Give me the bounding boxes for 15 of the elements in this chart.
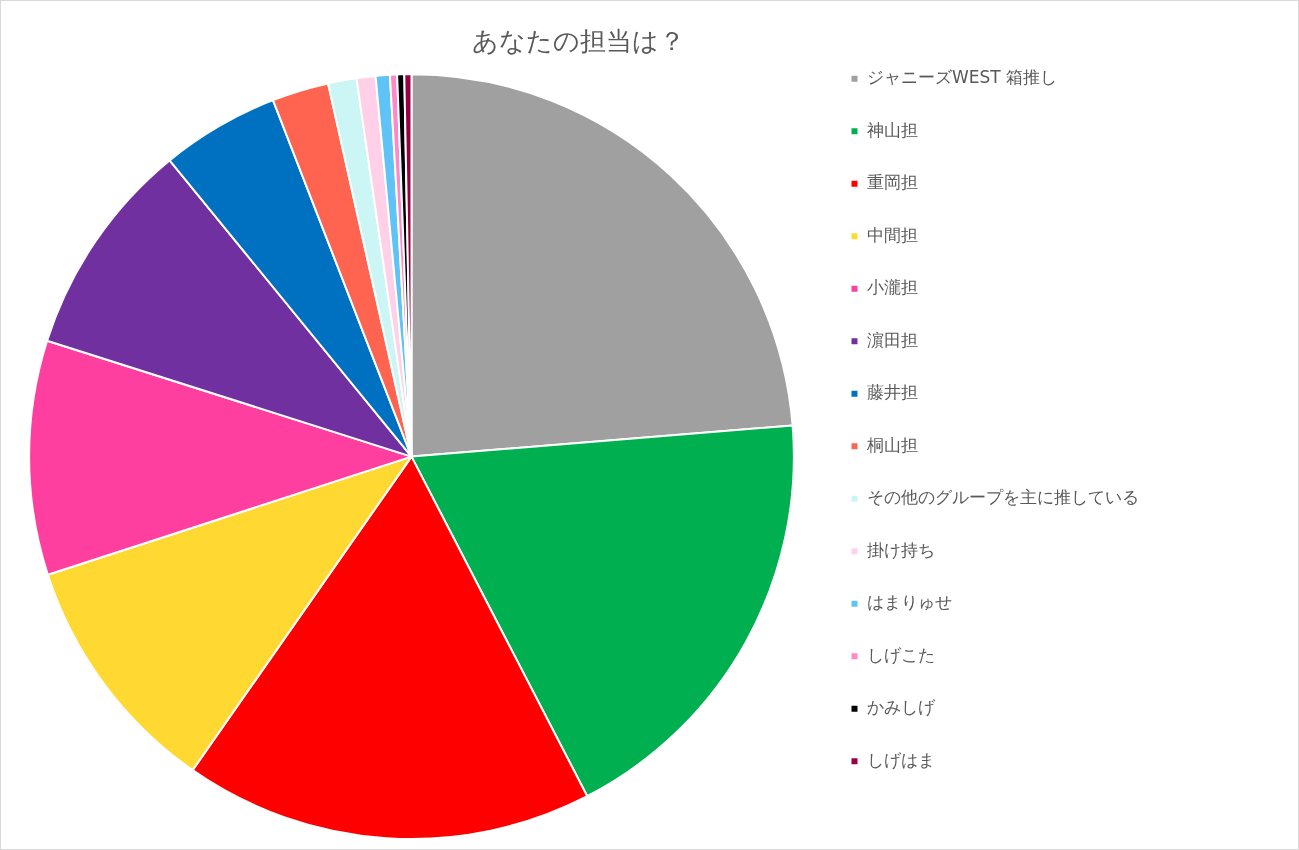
legend-label: 藤井担 (867, 382, 918, 403)
legend-label: 中間担 (867, 224, 918, 245)
legend-label: はまりゅせ (867, 592, 952, 613)
legend-label: 小瀧担 (867, 277, 918, 298)
legend-label: 神山担 (867, 119, 918, 140)
legend-label: しげはま (867, 749, 935, 770)
legend-label: 重岡担 (867, 172, 918, 193)
legend-label: 掛け持ち (867, 539, 935, 560)
legend-label: ジャニーズWEST 箱推し (867, 67, 1058, 88)
legend-label: 桐山担 (866, 434, 918, 455)
chart-title: あなたの担当は？ (472, 26, 685, 57)
legend-label: かみしげ (867, 697, 936, 718)
legend-label: しげこた (867, 644, 935, 665)
legend-label: その他のグループを主に推している (867, 487, 1139, 508)
legend-label: 濵田担 (867, 329, 918, 350)
